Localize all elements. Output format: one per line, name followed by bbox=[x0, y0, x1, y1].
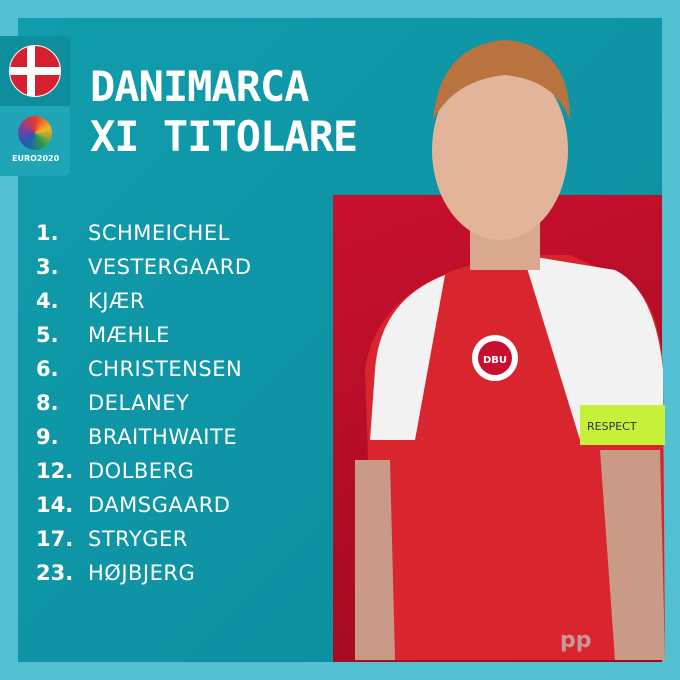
player-name: SCHMEICHEL bbox=[88, 221, 230, 245]
list-item: 17. STRYGER bbox=[36, 522, 252, 556]
armband-text: RESPECT bbox=[587, 420, 637, 433]
player-number: 4. bbox=[36, 289, 59, 313]
player-name: DOLBERG bbox=[88, 459, 195, 483]
list-item: 1. SCHMEICHEL bbox=[36, 216, 252, 250]
player-name: DELANEY bbox=[88, 391, 190, 415]
euro-logo-text: EURO2020 bbox=[12, 154, 60, 163]
player-photo: RESPECT DBU bbox=[355, 40, 665, 660]
player-name: CHRISTENSEN bbox=[88, 357, 243, 381]
title-line-2: XI TITOLARE bbox=[90, 112, 358, 161]
watermark: pp bbox=[560, 628, 592, 653]
player-number: 1. bbox=[36, 221, 59, 245]
player-name: STRYGER bbox=[88, 527, 188, 551]
player-number: 3. bbox=[36, 255, 59, 279]
list-item: 9. BRAITHWAITE bbox=[36, 420, 252, 454]
list-item: 4. KJÆR bbox=[36, 284, 252, 318]
player-number: 6. bbox=[36, 357, 59, 381]
euro2020-logo: EURO2020 bbox=[12, 116, 60, 170]
lineup-list: 1. SCHMEICHEL 3. VESTERGAARD 4. KJÆR 5. MÆHL… bbox=[36, 216, 252, 590]
player-name: BRAITHWAITE bbox=[88, 425, 238, 449]
list-item: 8. DELANEY bbox=[36, 386, 252, 420]
euro-trophy-icon bbox=[18, 116, 52, 150]
player-number: 12. bbox=[36, 459, 74, 483]
list-item: 12. DOLBERG bbox=[36, 454, 252, 488]
player-number: 8. bbox=[36, 391, 59, 415]
player-number: 23. bbox=[36, 561, 74, 585]
player-number: 9. bbox=[36, 425, 59, 449]
player-number: 5. bbox=[36, 323, 59, 347]
title-line-1: DANIMARCA bbox=[90, 62, 310, 111]
list-item: 5. MÆHLE bbox=[36, 318, 252, 352]
player-name: VESTERGAARD bbox=[88, 255, 252, 279]
list-item: 6. CHRISTENSEN bbox=[36, 352, 252, 386]
crest-text: DBU bbox=[483, 355, 507, 366]
player-name: HØJBJERG bbox=[88, 561, 196, 585]
player-name: DAMSGAARD bbox=[88, 493, 231, 517]
player-number: 17. bbox=[36, 527, 74, 551]
page-title: DANIMARCA XI TITOLARE bbox=[90, 62, 358, 162]
player-name: MÆHLE bbox=[88, 323, 170, 347]
list-item: 3. VESTERGAARD bbox=[36, 250, 252, 284]
player-name: KJÆR bbox=[88, 289, 146, 313]
list-item: 23. HØJBJERG bbox=[36, 556, 252, 590]
denmark-flag-icon bbox=[9, 45, 61, 97]
list-item: 14. DAMSGAARD bbox=[36, 488, 252, 522]
player-number: 14. bbox=[36, 493, 74, 517]
